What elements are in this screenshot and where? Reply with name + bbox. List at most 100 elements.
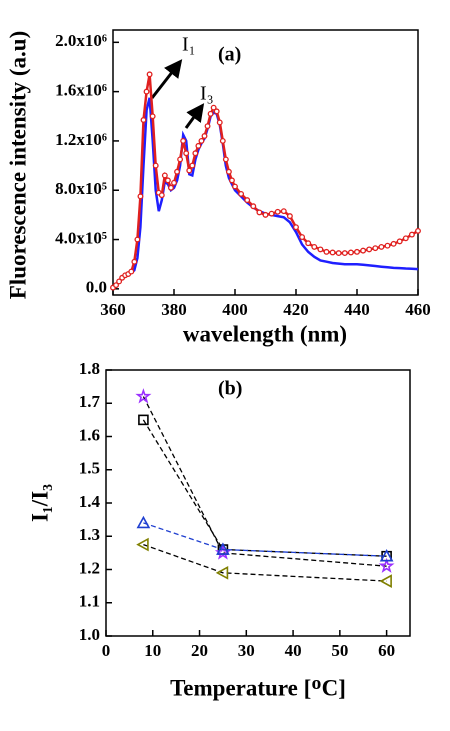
- marker: [379, 549, 394, 562]
- annotation: I₁: [182, 34, 196, 56]
- series-line: [143, 543, 387, 582]
- marker: [323, 248, 330, 255]
- marker: [408, 231, 415, 238]
- x-axis-label: Temperature [ᴼC]: [170, 675, 346, 700]
- marker: [174, 168, 180, 175]
- marker: [250, 203, 257, 210]
- x-tick-label: 360: [100, 300, 126, 319]
- marker: [293, 224, 299, 231]
- marker: [222, 156, 229, 163]
- marker: [256, 209, 263, 216]
- marker: [131, 258, 138, 265]
- y-tick-label: 4.0x10⁵: [55, 228, 107, 247]
- x-tick-label: 50: [331, 641, 348, 660]
- marker: [138, 414, 149, 426]
- marker: [136, 537, 149, 552]
- marker: [195, 142, 202, 149]
- marker: [274, 208, 281, 215]
- marker: [384, 242, 391, 249]
- marker: [232, 183, 238, 190]
- marker: [167, 184, 174, 191]
- marker: [149, 113, 156, 120]
- x-tick-label: 40: [285, 641, 302, 660]
- y-tick-label: 8.0x10⁵: [55, 179, 107, 198]
- marker: [390, 240, 397, 247]
- x-tick-label: 380: [161, 300, 187, 319]
- marker: [219, 137, 226, 144]
- marker: [378, 557, 395, 573]
- marker: [207, 110, 214, 117]
- marker: [146, 71, 153, 78]
- marker: [198, 137, 205, 144]
- marker: [396, 238, 403, 245]
- marker: [402, 235, 409, 242]
- marker: [113, 282, 119, 289]
- marker: [379, 574, 392, 588]
- marker: [378, 243, 385, 250]
- x-tick-label: 400: [222, 300, 248, 319]
- panel-label: (a): [218, 44, 241, 66]
- x-tick-label: 10: [144, 641, 161, 660]
- x-tick-label: 30: [238, 641, 255, 660]
- marker: [360, 247, 367, 254]
- y-axis-label: I₁/I₃: [27, 484, 52, 522]
- series-line: [142, 419, 387, 557]
- y-tick-label: 1.7: [79, 392, 101, 411]
- marker: [311, 243, 318, 250]
- x-tick-label: 420: [283, 300, 309, 319]
- marker: [216, 542, 230, 555]
- marker: [137, 193, 144, 200]
- marker: [116, 278, 123, 285]
- marker: [366, 246, 373, 253]
- marker: [128, 268, 135, 275]
- marker: [244, 197, 251, 204]
- marker: [204, 123, 211, 130]
- plot-frame: [105, 369, 411, 637]
- marker: [335, 250, 342, 257]
- x-tick-label: 440: [344, 300, 370, 319]
- marker: [152, 162, 159, 169]
- series-line: [143, 522, 387, 557]
- x-tick-label: 0: [102, 641, 111, 660]
- marker: [183, 150, 190, 157]
- series-line: [142, 396, 387, 567]
- marker: [354, 248, 360, 255]
- series-line: [112, 74, 419, 289]
- marker: [192, 150, 199, 157]
- marker: [262, 211, 269, 218]
- y-tick-label: 2.0x10⁶: [55, 31, 107, 50]
- y-tick-label: 1.2x10⁶: [55, 130, 107, 149]
- marker: [171, 179, 177, 186]
- marker: [189, 162, 196, 169]
- marker: [238, 190, 245, 197]
- arrow: [150, 59, 183, 99]
- marker: [372, 245, 379, 252]
- marker: [268, 210, 275, 217]
- y-tick-label: 1.0: [79, 625, 100, 644]
- x-tick-label: 460: [405, 300, 431, 319]
- annotation: I₃: [200, 83, 214, 105]
- marker: [201, 133, 208, 139]
- marker: [329, 249, 336, 256]
- marker: [317, 246, 324, 253]
- y-tick-label: 0.0: [86, 278, 107, 297]
- marker: [177, 156, 184, 163]
- x-axis-label: wavelength (nm): [183, 321, 347, 346]
- y-tick-label: 1.6: [79, 425, 100, 444]
- x-tick-label: 60: [378, 641, 395, 660]
- y-tick-label: 1.2: [79, 558, 100, 577]
- marker: [347, 249, 354, 256]
- marker: [161, 172, 168, 179]
- marker: [158, 192, 165, 199]
- y-tick-label: 1.8: [79, 359, 100, 378]
- y-tick-label: 1.1: [79, 592, 100, 611]
- marker: [186, 167, 193, 174]
- plot-frame: [112, 29, 419, 296]
- y-tick-label: 1.3: [79, 525, 100, 544]
- marker: [299, 234, 306, 241]
- x-tick-label: 20: [191, 641, 208, 660]
- marker: [228, 177, 235, 184]
- y-tick-label: 1.6x10⁶: [55, 81, 107, 100]
- marker: [341, 250, 348, 257]
